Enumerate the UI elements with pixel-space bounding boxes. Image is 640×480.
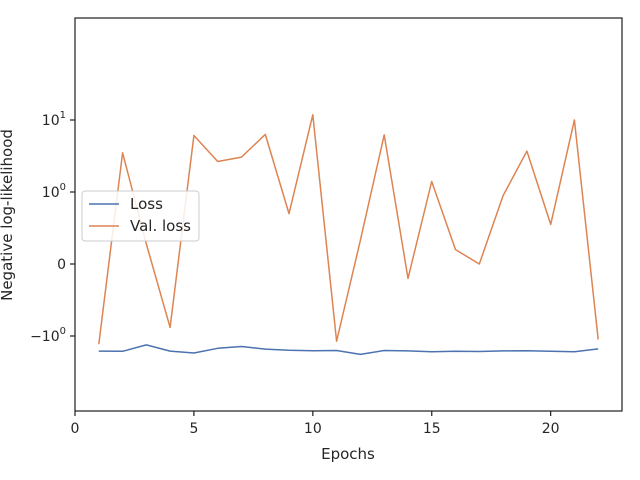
plot-frame (74, 17, 623, 412)
series-line-loss (98, 344, 599, 356)
legend: Loss Val. loss (81, 190, 200, 242)
y-tick-label: 101 (42, 110, 66, 129)
y-tick-label: −100 (30, 326, 66, 345)
x-axis-ticks: 0 5 10 15 20 (71, 411, 560, 437)
x-axis-label: Epochs (321, 445, 375, 463)
y-tick-label: 0 (57, 257, 66, 273)
x-tick-label: 5 (189, 421, 198, 437)
x-tick-label: 0 (71, 421, 80, 437)
legend-label-val-loss: Val. loss (130, 217, 191, 235)
legend-label-loss: Loss (130, 195, 163, 213)
y-tick-label: 100 (42, 182, 66, 201)
x-tick-label: 10 (304, 421, 322, 437)
y-axis-ticks: 101 100 0 −100 (30, 110, 75, 345)
y-axis-label: Negative log-likelihood (0, 129, 16, 301)
x-tick-label: 15 (423, 421, 441, 437)
x-tick-label: 20 (542, 421, 560, 437)
